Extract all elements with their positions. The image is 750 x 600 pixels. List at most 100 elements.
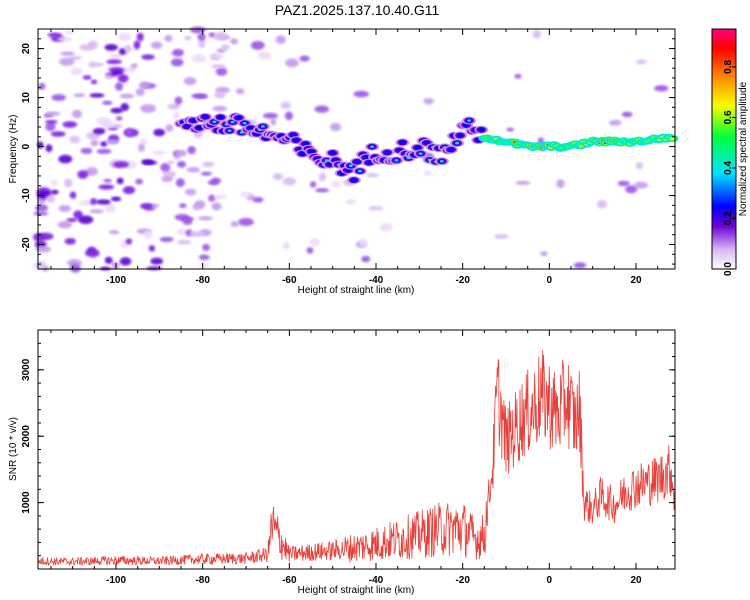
colorbar-tick-label: 0.6: [723, 110, 734, 124]
spectrogram-blob: [141, 54, 155, 60]
spectrogram-trace-blob: [439, 159, 444, 163]
spectrogram-blob: [45, 144, 53, 153]
spectrogram-x-tick-label: -100: [106, 275, 126, 286]
spectrogram-blob: [122, 67, 136, 73]
snr-panel: -100 -80 -60 -40 -20 0 20 1000 2000 3000 Height …: [8, 329, 676, 596]
spectrogram-blob: [51, 94, 66, 101]
colorbar-ticks: 0.0 0.2 0.4 0.6 0.8: [723, 60, 736, 276]
spectrogram-blob: [176, 161, 187, 168]
spectrogram-blob: [213, 194, 228, 200]
spectrogram-blob: [306, 247, 314, 254]
snr-y-tick-label: 1000: [21, 491, 32, 514]
snr-y-axis-label: SNR (10 * v/v): [8, 417, 19, 481]
spectrogram-y-tick-label: 10: [21, 92, 32, 104]
snr-x-tick-label: -80: [195, 575, 210, 586]
spectrogram-blob: [161, 176, 173, 182]
spectrogram-blob: [213, 31, 228, 40]
spectrogram-y-tick-label: 20: [21, 43, 32, 55]
spectrogram-blob: [124, 44, 132, 54]
spectrogram-blob: [64, 237, 76, 245]
spectrogram-blob: [315, 188, 330, 193]
spectrogram-blob: [280, 101, 291, 110]
spectrogram-blob: [122, 186, 136, 195]
spectrogram-blob: [209, 54, 225, 59]
spectrogram-blob: [98, 184, 115, 190]
spectrogram-blob: [105, 75, 113, 80]
spectrogram-blob: [635, 162, 644, 170]
spectrogram-blob: [111, 70, 124, 76]
spectrogram-blob: [104, 44, 118, 51]
spectrogram-trace-blob: [423, 140, 430, 145]
spectrogram-blob: [119, 93, 135, 99]
spectrogram-blob: [104, 204, 117, 213]
spectrogram-trace-blob: [260, 125, 265, 128]
spectrogram-blob: [109, 54, 122, 59]
spectrogram-blob: [148, 245, 156, 252]
spectrogram-blob: [79, 43, 95, 51]
spectrogram-blob: [78, 200, 94, 206]
spectrogram-blob: [58, 57, 75, 66]
colorbar-tick-label: 0.2: [723, 211, 734, 225]
spectrogram-blob: [111, 261, 120, 270]
spectrogram-trace-blob: [227, 129, 232, 133]
spectrogram-y-axis-label: Frequency (Hz): [8, 115, 19, 184]
spectrogram-trace-blob: [290, 132, 297, 137]
snr-plot-area: [38, 330, 675, 569]
spectrogram-blob: [45, 111, 61, 116]
spectrogram-blob: [284, 111, 294, 121]
chart-title: PAZ1.2025.137.10.40.G11: [275, 2, 440, 18]
spectrogram-blob: [60, 51, 75, 56]
spectrogram-trace-blob: [366, 160, 373, 165]
spectrogram-blob: [200, 171, 213, 176]
spectrogram-blob: [190, 26, 206, 34]
spectrogram-blob: [221, 44, 230, 51]
spectrogram-blob: [202, 161, 215, 168]
spectrogram-blob: [115, 116, 123, 121]
spectrogram-trace-blob: [455, 141, 460, 145]
spectrogram-blob: [532, 30, 541, 39]
spectrogram-trace-blob: [308, 149, 315, 154]
spectrogram-blob: [89, 209, 104, 214]
spectrogram-blob: [194, 94, 209, 99]
spectrogram-blob: [115, 82, 124, 91]
spectrogram-trace-blob: [478, 127, 485, 132]
spectrogram-blob: [50, 131, 66, 137]
spectrogram-trace-blob: [326, 162, 333, 167]
spectrogram-blob: [35, 204, 49, 212]
snr-x-tick-label: 20: [630, 575, 642, 586]
colorbar-label: Normalized spectral amplitude: [738, 81, 749, 216]
spectrogram-blob: [197, 216, 214, 221]
spectrogram-blob: [183, 76, 197, 86]
snr-y-tick-label: 3000: [21, 358, 32, 381]
spectrogram-blob: [199, 262, 210, 268]
spectrogram-blob: [137, 143, 145, 152]
spectrogram-blob: [110, 196, 122, 202]
spectrogram-blob: [230, 221, 239, 227]
spectrogram-blob: [58, 205, 71, 212]
spectrogram-blob: [540, 251, 548, 257]
spectrogram-blob: [167, 160, 175, 165]
spectrogram-blob: [211, 202, 222, 211]
spectrogram-blob: [96, 148, 112, 155]
spectrogram-blob: [164, 34, 173, 42]
spectrogram-blob: [358, 238, 368, 247]
spectrogram-blob: [90, 198, 97, 205]
spectrogram-y-ticks: -20 -10 0 10 20: [21, 28, 675, 265]
spectrogram-blob: [140, 202, 153, 210]
spectrogram-blob: [57, 36, 73, 42]
colorbar-tick-label: 0.8: [723, 60, 734, 74]
spectrogram-blob: [85, 167, 98, 176]
spectrogram-blob: [184, 35, 192, 41]
spectrogram-blob: [73, 93, 86, 98]
spectrogram-trace-blob: [467, 119, 472, 122]
spectrogram-blob: [174, 213, 190, 221]
spectrogram-blob: [102, 100, 113, 106]
spectrogram-blob: [159, 236, 174, 243]
spectrogram-blob: [95, 199, 111, 205]
spectrogram-blob: [202, 243, 211, 252]
spectrogram-blob: [125, 238, 133, 245]
spectrogram-trace-blob: [348, 164, 353, 167]
spectrogram-blob: [47, 32, 63, 38]
spectrogram-trace-blob: [299, 151, 306, 156]
spectrogram-blob: [191, 54, 207, 63]
